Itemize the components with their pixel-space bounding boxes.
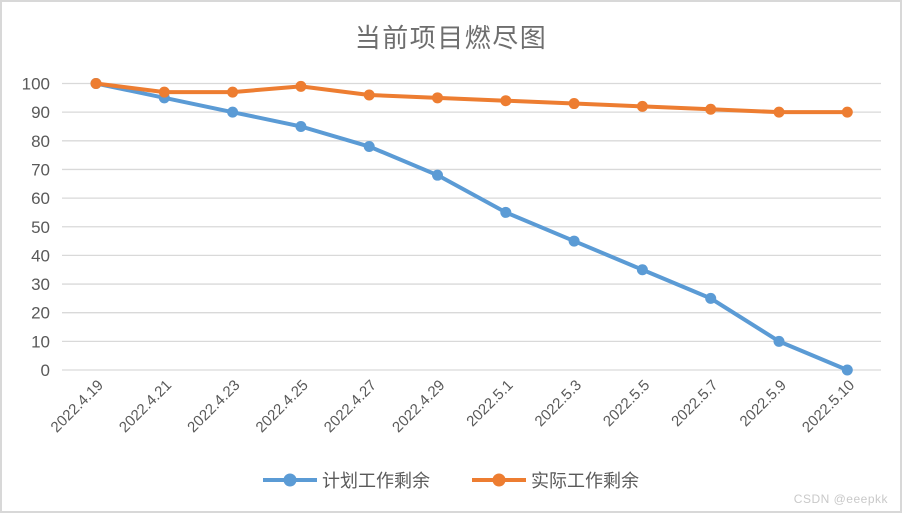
planned-series-marker	[432, 169, 443, 181]
y-axis-tick-label: 60	[31, 189, 50, 208]
planned-series-marker	[773, 335, 785, 347]
actual-series-marker	[500, 95, 512, 107]
x-axis-tick-label: 2022.4.19	[48, 377, 107, 436]
x-axis-tick-label: 2022.5.7	[668, 377, 721, 430]
actual-series-marker	[705, 103, 717, 115]
x-axis-tick-label: 2022.5.3	[532, 377, 585, 430]
watermark: CSDN @eeepkk	[793, 492, 888, 506]
y-axis-tick-label: 0	[41, 361, 50, 380]
x-axis-tick-label: 2022.5.10	[799, 377, 858, 436]
actual-series-marker	[841, 106, 853, 118]
planned-series-marker	[705, 292, 717, 304]
legend: 计划工作剩余 实际工作剩余	[2, 464, 900, 496]
planned-series-marker	[227, 106, 239, 118]
actual-series-marker	[227, 86, 239, 98]
y-axis-tick-label: 30	[31, 275, 50, 294]
actual-legend-line-marker-icon	[472, 478, 526, 482]
actual-series-marker	[158, 86, 170, 98]
y-axis-tick-label: 90	[31, 103, 50, 122]
y-axis-tick-label: 20	[31, 304, 50, 323]
y-axis-tick-label: 70	[31, 160, 50, 179]
x-axis-tick-label: 2022.5.9	[737, 377, 790, 430]
x-axis-tick-label: 2022.4.21	[116, 377, 175, 436]
x-axis-tick-label: 2022.4.27	[321, 377, 380, 436]
actual-series-line	[94, 81, 850, 115]
planned-legend-label: 计划工作剩余	[322, 471, 430, 491]
y-axis-tick-label: 50	[31, 218, 50, 237]
planned-series-marker	[636, 264, 648, 276]
actual-series-marker	[432, 92, 443, 104]
actual-series-marker	[568, 98, 580, 110]
actual-series-marker	[773, 106, 785, 118]
actual-series-marker	[295, 80, 307, 92]
chart-title: 当前项目燃尽图	[354, 23, 548, 53]
y-axis-tick-label: 40	[31, 246, 50, 265]
x-axis-tick-label: 2022.5.1	[463, 377, 516, 430]
y-axis-tick-label: 80	[31, 132, 50, 151]
planned-series-marker	[295, 120, 307, 132]
planned-series-marker	[568, 235, 580, 247]
y-axis-tick-label: 100	[22, 75, 50, 94]
x-axis-tick-label: 2022.4.25	[253, 377, 312, 436]
actual-legend-label: 实际工作剩余	[531, 471, 639, 491]
x-axis-tick-label: 2022.5.5	[600, 377, 653, 430]
actual-series-marker	[90, 78, 102, 89]
y-axis-tick-label: 10	[31, 332, 50, 351]
planned-legend-line-marker-icon	[263, 478, 317, 482]
planned-series-marker	[363, 141, 375, 153]
legend-item-actual: 实际工作剩余	[472, 467, 639, 493]
actual-series-marker	[363, 89, 375, 101]
planned-series-line	[94, 81, 850, 372]
x-axis-tick-label: 2022.4.23	[184, 377, 243, 436]
actual-series-marker	[636, 100, 648, 112]
planned-series-marker	[500, 206, 512, 218]
legend-item-planned: 计划工作剩余	[263, 467, 430, 493]
planned-series-marker	[841, 364, 853, 376]
x-axis-tick-label: 2022.4.29	[389, 377, 448, 436]
